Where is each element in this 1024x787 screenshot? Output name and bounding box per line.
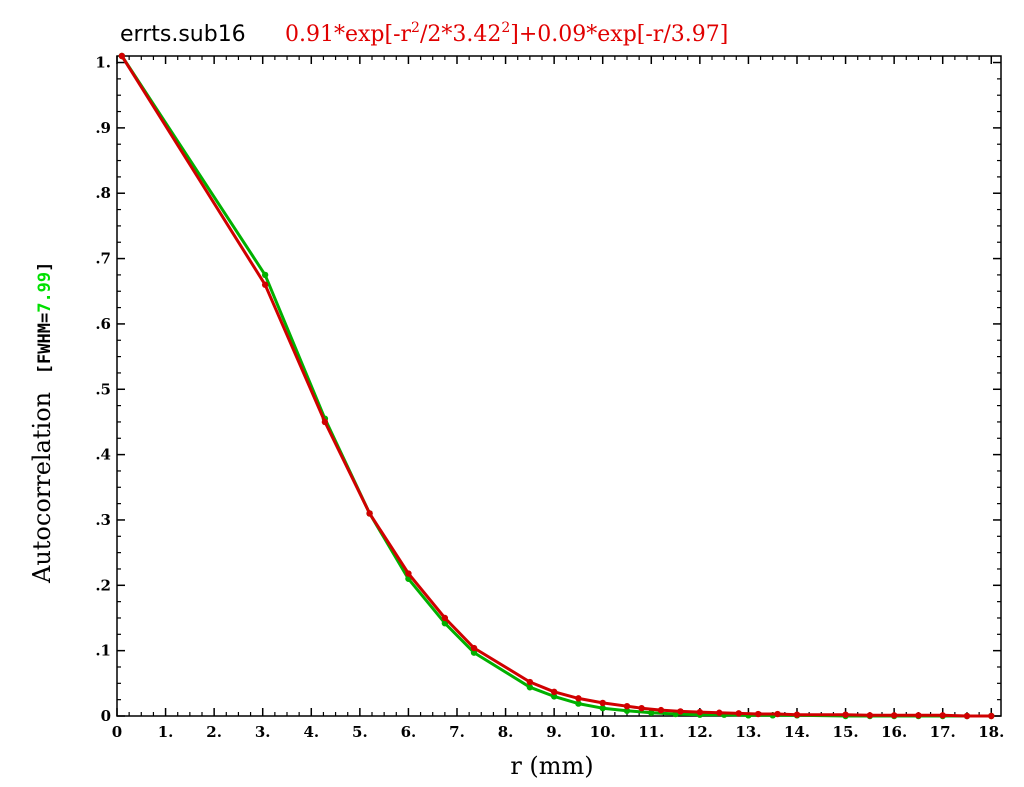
y-axis-title: Autocorrelation — [28, 392, 56, 584]
x-tick-label: 18. — [978, 723, 1004, 741]
y-tick-label: .3 — [95, 511, 111, 529]
y-tick-label: .2 — [95, 576, 111, 594]
y-tick-label: .1 — [95, 642, 111, 660]
series-point-1 — [623, 707, 631, 714]
y-axis-label: Autocorrelation [FWHM=7.99] — [28, 262, 56, 584]
series-point-2 — [939, 712, 946, 719]
formula-part: 0.91*exp[-r — [285, 22, 412, 47]
series-point-2 — [988, 712, 995, 720]
y-tick-label: .6 — [95, 315, 111, 333]
series-point-2 — [963, 712, 971, 720]
series-point-1 — [648, 709, 655, 716]
x-tick-label: 14. — [784, 723, 810, 741]
series-point-2 — [526, 678, 534, 686]
x-tick-label: 4. — [303, 723, 319, 741]
series-point-2 — [623, 702, 631, 710]
series-line-1 — [120, 55, 992, 718]
y-tick-label: 0 — [101, 707, 111, 725]
formula-part: 2 — [501, 20, 510, 36]
x-tick-label: 1. — [158, 723, 174, 741]
x-tick-label: 9. — [546, 723, 562, 741]
series-point-2 — [915, 712, 922, 719]
x-tick-label: 6. — [401, 723, 417, 741]
series-point-2 — [890, 712, 898, 719]
x-tick-label: 2. — [206, 723, 222, 741]
series-point-2 — [405, 570, 412, 577]
series-point-2 — [638, 704, 645, 712]
series-line-2 — [120, 55, 992, 718]
series-point-2 — [599, 699, 606, 707]
formula-part: 2 — [411, 20, 420, 36]
series-point-2 — [842, 711, 849, 718]
fwhm-suffix: ] — [35, 262, 55, 272]
fwhm-value: 7.99 — [35, 272, 55, 313]
x-tick-label: 11. — [638, 723, 664, 741]
formula-part: ]+0.09*exp[-r/3.97] — [510, 22, 728, 47]
series-point-2 — [575, 695, 582, 702]
series-point-2 — [716, 709, 723, 716]
x-axis-label: r (mm) — [510, 752, 593, 780]
series-point-2 — [696, 708, 704, 716]
y-tick-label: 1. — [95, 54, 111, 72]
x-tick-label: 15. — [833, 723, 859, 741]
y-tick-label: .7 — [95, 250, 111, 268]
series-point-2 — [774, 710, 781, 718]
series-point-1 — [470, 649, 478, 656]
fwhm-prefix: [FWHM= — [35, 313, 55, 374]
series-point-2 — [754, 710, 762, 718]
y-tick-label: .8 — [95, 184, 111, 202]
series-point-2 — [441, 614, 449, 622]
x-tick-label: 12. — [687, 723, 713, 741]
series-point-2 — [261, 281, 269, 288]
series-point-2 — [118, 52, 126, 60]
axis-ticks: 0 1. 2. 3. 4. 5. 6. 7. 8. 9. 10. 11. 12. 13. 14. 15. 16.… — [95, 54, 1004, 741]
series-point-2 — [321, 418, 329, 426]
plot-frame — [116, 55, 1002, 717]
x-tick-label: 17. — [930, 723, 956, 741]
series-point-2 — [366, 510, 373, 517]
series-point-1 — [261, 271, 269, 279]
series-point-2 — [793, 711, 801, 718]
series-point-2 — [470, 644, 478, 652]
series-point-1 — [526, 684, 534, 691]
series-point-2 — [866, 712, 874, 719]
series-point-2 — [550, 688, 558, 696]
chart-formula: 0.91*exp[-r2/2*3.422]+0.09*exp[-r/3.97] — [285, 20, 728, 47]
formula-part: /2*3.42 — [420, 22, 501, 47]
x-tick-label: 3. — [255, 723, 271, 741]
series-point-2 — [677, 708, 684, 715]
series-point-1 — [599, 704, 606, 712]
x-tick-label: 16. — [881, 723, 907, 741]
x-tick-label: 8. — [498, 723, 514, 741]
chart-title: errts.sub16 — [120, 22, 246, 47]
series-point-2 — [735, 710, 742, 717]
x-tick-label: 10. — [590, 723, 616, 741]
x-tick-label: 7. — [449, 723, 465, 741]
y-tick-label: .9 — [95, 119, 111, 137]
x-tick-label: 13. — [735, 723, 761, 741]
y-tick-label: .5 — [95, 380, 111, 398]
data-series — [118, 52, 995, 720]
x-tick-label: 0 — [112, 723, 122, 741]
series-point-1 — [550, 693, 558, 700]
x-tick-label: 5. — [352, 723, 368, 741]
series-point-2 — [657, 706, 665, 714]
series-point-1 — [575, 700, 582, 707]
y-tick-label: .4 — [95, 446, 111, 464]
